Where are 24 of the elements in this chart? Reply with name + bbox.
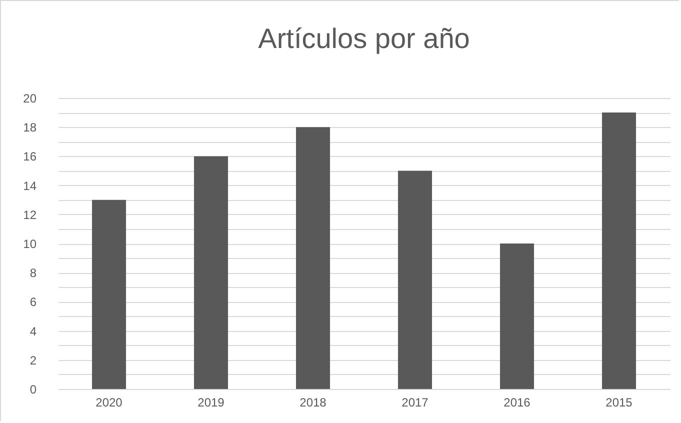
y-tick-label: 14 bbox=[23, 178, 37, 193]
bar bbox=[194, 156, 228, 389]
y-tick-label: 12 bbox=[23, 208, 37, 222]
y-tick-label: 0 bbox=[30, 382, 37, 396]
x-tick-label: 2016 bbox=[504, 396, 531, 410]
y-tick-label: 10 bbox=[23, 237, 37, 251]
y-tick-label: 8 bbox=[30, 266, 37, 280]
bar bbox=[500, 244, 534, 389]
bar bbox=[602, 112, 636, 389]
bar bbox=[92, 200, 126, 389]
chart-title: Artículos por año bbox=[258, 23, 470, 54]
bar bbox=[398, 170, 432, 389]
x-tick-label: 2018 bbox=[300, 396, 327, 410]
x-tick-label: 2017 bbox=[402, 396, 429, 410]
x-tick-label: 2020 bbox=[96, 396, 123, 410]
y-tick-label: 6 bbox=[30, 295, 37, 310]
x-tick-label: 2015 bbox=[606, 396, 633, 410]
y-tick-label: 20 bbox=[23, 92, 37, 106]
x-tick-label: 2019 bbox=[198, 396, 225, 410]
bar bbox=[296, 127, 330, 389]
y-tick-label: 16 bbox=[23, 150, 37, 164]
y-tick-label: 2 bbox=[30, 353, 37, 368]
y-tick-label: 18 bbox=[23, 120, 37, 135]
y-tick-label: 4 bbox=[30, 324, 37, 338]
